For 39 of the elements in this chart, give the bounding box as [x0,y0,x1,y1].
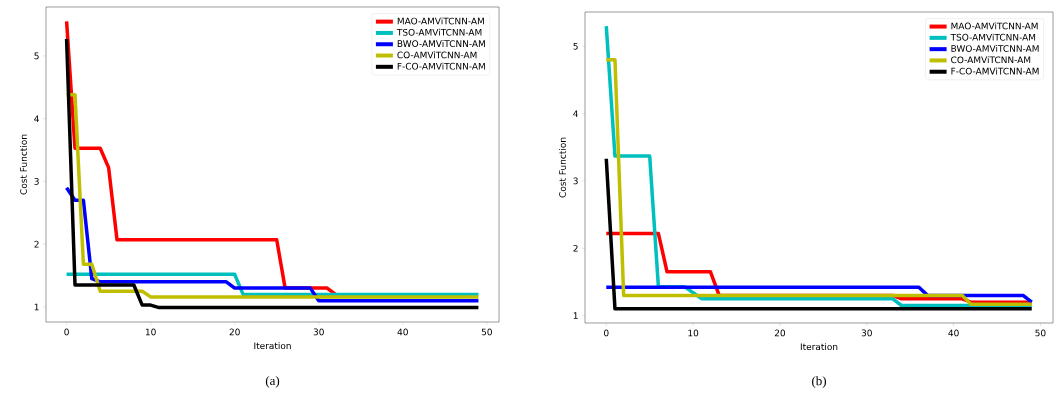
text: (b) [812,376,826,388]
y-tick-label: 2 [573,244,578,252]
y-tick-label: 5 [573,43,578,50]
x-tick-label: 20 [229,328,240,336]
legend-label: MAO-AMViTCNN-AM [951,22,1038,30]
x-tick-label: 30 [861,329,872,337]
y-tick-label: 3 [573,177,578,185]
x-tick-label: 30 [313,328,324,336]
y-tick-label: 2 [34,240,39,248]
y-tick-label: 3 [34,178,39,185]
x-axis-title: Iteration [800,343,838,351]
x-tick-label: 50 [1035,329,1046,337]
y-tick-label: 1 [573,312,578,319]
y-axis-title: Cost Function [20,134,27,195]
y-axis-title: Cost Function [559,137,566,198]
x-tick-label: 10 [688,329,699,337]
legend-label: F-CO-AMViTCNN-AM [397,62,485,70]
x-tick-label: 40 [948,329,959,337]
x-tick-label: 40 [397,328,408,336]
legend-label: BWO-AMViTCNN-AM [951,44,1039,52]
legend-label: CO-AMViTCNN-AM [397,51,477,59]
legend-label: BWO-AMViTCNN-AM [397,40,485,48]
x-tick-label: 0 [64,328,69,336]
legend-label: TSO-AMViTCNN-AM [950,33,1036,41]
x-tick-label: 0 [604,329,609,337]
x-tick-label: 50 [481,328,492,336]
x-tick-label: 10 [145,328,156,336]
line-series [64,185,481,303]
x-axis-title: Iteration [254,342,291,350]
y-tick-label: 4 [573,110,578,117]
legend-label: CO-AMViTCNN-AM [951,56,1031,64]
y-tick-label: 5 [34,52,39,60]
legend-label: MAO-AMViTCNN-AM [397,17,484,25]
legend-label: TSO-AMViTCNN-AM [396,28,482,36]
y-tick-label: 4 [34,115,39,122]
text: (a) [265,375,280,388]
legend-label: F-CO-AMViTCNN-AM [951,67,1039,75]
x-tick-label: 20 [774,329,786,337]
y-tick-label: 1 [34,303,39,311]
